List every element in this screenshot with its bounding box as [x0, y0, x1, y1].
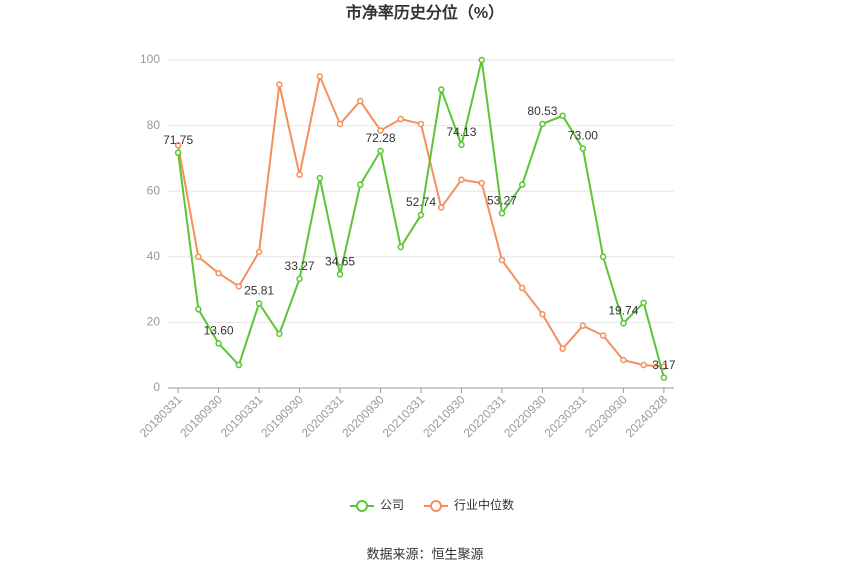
x-tick-label: 20230930	[582, 392, 630, 440]
point	[498, 210, 506, 217]
point	[640, 361, 647, 369]
point	[316, 174, 324, 182]
data-label: 13.60	[204, 324, 234, 338]
legend-label: 行业中位数	[454, 497, 514, 512]
point	[458, 141, 465, 149]
y-tick-label: 20	[147, 315, 161, 329]
point	[498, 256, 506, 264]
x-tick-label: 20180331	[137, 392, 185, 440]
x-tick-label: 20190331	[218, 392, 266, 440]
point	[195, 253, 202, 261]
source: 数据来源：恒生聚源	[366, 546, 483, 561]
x-tick-label: 20240328	[623, 392, 671, 440]
point	[174, 149, 182, 156]
point	[336, 120, 344, 128]
point	[215, 340, 222, 347]
y-tick-label: 0	[153, 380, 160, 394]
point	[296, 171, 303, 179]
data-label: 53.27	[487, 193, 517, 207]
x-tick-label: 20230331	[542, 392, 590, 440]
point	[235, 283, 243, 290]
point	[539, 310, 546, 318]
y-tick-label: 100	[140, 52, 160, 66]
x-tick-label: 20180930	[177, 392, 225, 440]
point	[640, 299, 647, 306]
point	[296, 275, 303, 283]
point	[458, 176, 465, 183]
x-tick-label: 20210930	[420, 392, 468, 440]
point	[599, 332, 607, 339]
x-tick-label: 20210331	[380, 392, 428, 440]
point	[620, 320, 627, 327]
data-label: 72.28	[366, 131, 396, 145]
data-label: 34.65	[325, 255, 355, 269]
legend-marker	[356, 500, 368, 512]
point	[215, 269, 222, 277]
point	[417, 120, 425, 128]
point	[316, 73, 324, 80]
point	[539, 120, 546, 128]
x-tick-label: 20220331	[461, 392, 509, 440]
point	[336, 271, 344, 278]
point	[559, 345, 566, 352]
y-tick-label: 40	[147, 249, 161, 263]
point	[397, 243, 405, 251]
point	[377, 147, 384, 155]
data-label: 25.81	[244, 284, 274, 298]
data-label: 33.27	[285, 259, 315, 273]
point	[357, 181, 364, 188]
point	[559, 112, 566, 120]
point	[599, 253, 607, 261]
point	[478, 56, 485, 64]
chart-title: 市净率历史分位（%）	[346, 3, 504, 22]
point	[437, 204, 445, 211]
data-label: 3.17	[652, 358, 676, 372]
x-tick-label: 20190930	[258, 392, 306, 440]
point	[357, 97, 364, 105]
data-label: 73.00	[568, 129, 598, 143]
data-label: 52.74	[406, 195, 436, 209]
data-label: 71.75	[163, 133, 193, 147]
data-label: 80.53	[527, 104, 557, 118]
point	[276, 81, 283, 88]
point	[255, 300, 263, 307]
data-label: 19.74	[608, 303, 638, 317]
point	[518, 181, 526, 188]
point	[255, 248, 263, 256]
point	[620, 356, 627, 364]
point	[276, 330, 283, 338]
legend-label: 公司	[380, 498, 404, 512]
x-tick-label: 20220930	[501, 392, 549, 440]
x-tick-label: 20200331	[299, 392, 347, 440]
legend-marker	[430, 500, 443, 512]
y-tick-label: 60	[147, 183, 161, 197]
point	[518, 284, 526, 292]
point	[478, 179, 485, 187]
y-tick-label: 80	[147, 118, 161, 132]
point	[174, 142, 182, 149]
x-tick-label: 20200930	[339, 392, 387, 440]
point	[660, 374, 668, 381]
data-label: 74.13	[446, 125, 476, 139]
point	[437, 86, 445, 93]
point	[579, 322, 587, 329]
series-line	[177, 73, 664, 368]
point	[377, 127, 384, 134]
point	[417, 211, 425, 219]
point	[579, 145, 587, 152]
point	[397, 115, 405, 123]
point	[235, 361, 243, 369]
point	[195, 306, 202, 313]
